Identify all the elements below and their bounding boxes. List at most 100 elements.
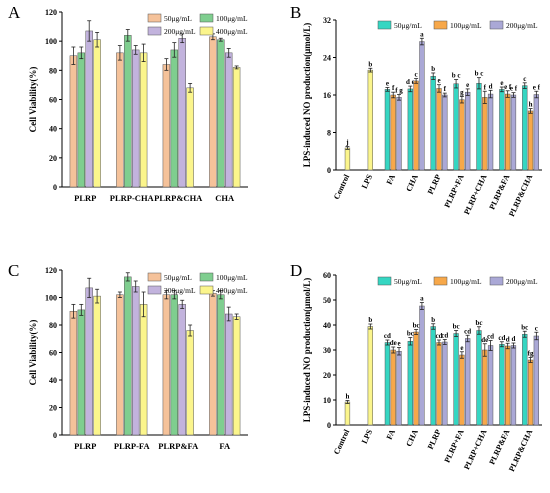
x-tick-label: FA [385,173,398,186]
bar [487,345,494,426]
significance-label: c [535,324,538,332]
x-tick-label: FA [219,441,231,451]
significance-label: a [420,30,424,38]
x-tick-label: PLRP [426,173,443,196]
significance-label: h [529,101,533,109]
bar [93,39,101,188]
bar [396,97,402,171]
bar [396,351,402,426]
significance-label: cd [498,334,505,342]
panel-letter: D [290,261,302,280]
x-tick-label: PLRP [74,193,96,203]
panel-letter: A [8,3,21,22]
significance-label: d [489,82,493,90]
bar [527,359,534,426]
bar [533,94,540,171]
legend-label: 50μg/mL [394,277,422,286]
significance-label: e [466,81,469,89]
legend-label: 50μg/mL [164,14,192,23]
bar [367,326,373,426]
bar [390,349,396,426]
legend-swatch [147,285,162,295]
bar [430,326,436,426]
x-tick-label: FA [385,428,398,441]
bar [522,334,528,426]
significance-label: b c [475,70,484,78]
significance-label: bc [475,319,482,327]
significance-label: cd [384,332,391,340]
y-tick-label: 40 [49,376,57,385]
bar [407,341,413,426]
legend-label: 400μg/mL [216,286,248,295]
bar [178,38,186,188]
significance-label: j [345,139,348,147]
legend-label: 100μg/mL [216,14,248,23]
bar [510,345,517,426]
bar [459,354,465,426]
significance-label: f [484,83,487,91]
bar [77,52,86,188]
significance-label: de [390,339,397,347]
bar [217,39,225,188]
legend-swatch [377,20,392,30]
x-tick-label: PLRP+FA [443,428,466,464]
chart-panel-c: C 0 20 40 60 80 100 120 Cell Viability(%) PLRP PLR… [8,261,248,451]
y-axis-label: Cell Viability(%) [28,67,38,133]
significance-label: bc [453,323,460,331]
bar [367,69,373,171]
significance-label: de [481,336,488,344]
legend-swatch [147,272,162,282]
y-tick-label: 24 [323,54,331,63]
y-tick-label: 30 [323,346,331,355]
legend-swatch [147,26,162,36]
x-tick-label: LPS [360,428,375,446]
significance-label: b [431,316,435,324]
y-tick-label: 80 [49,66,57,75]
y-tick-label: 20 [323,371,331,380]
legend-label: 50μg/mL [164,273,192,282]
bar [499,344,505,426]
legend-swatch [489,20,504,30]
x-tick-label: PLRP&FA [487,428,511,466]
significance-label: d [512,335,516,343]
legend-swatch [199,26,214,36]
bar [453,83,459,171]
y-tick-label: 10 [323,396,331,405]
legend-swatch [433,20,448,30]
x-tick-label: PLRP&CHA [154,193,203,203]
significance-label: e [386,80,389,88]
panel-letter: B [290,3,301,22]
bar [139,52,148,188]
significance-label: e [460,344,463,352]
bar [390,94,396,171]
legend-label: 200μg/mL [164,27,196,36]
x-tick-label: CHA [215,193,235,203]
legend-swatch [199,272,214,282]
legend-swatch [433,276,448,286]
legend-swatch [489,276,504,286]
legend-label: 50μg/mL [394,21,422,30]
y-tick-label: 120 [45,266,57,275]
x-tick-label: PLRP-FA [114,441,151,451]
legend-label: 200μg/mL [506,277,538,286]
x-tick-label: CHA [404,428,420,448]
legend-swatch [199,285,214,295]
bar [476,83,482,171]
bar [85,30,93,188]
bar [384,89,391,171]
y-axis-label: Cell Viability(%) [28,320,38,386]
legend-label: 200μg/mL [164,286,196,295]
bar [505,345,511,426]
bar [407,88,413,171]
bar [162,294,171,436]
y-tick-label: 0 [53,183,57,192]
bar [132,49,140,188]
x-tick-label: Control [332,172,352,201]
bar [476,330,482,426]
bar [232,316,241,436]
significance-label: b [368,60,372,68]
x-tick-label: PLRP+CHA [462,173,489,216]
y-tick-label: 60 [49,96,57,105]
significance-label: d e [406,78,415,86]
